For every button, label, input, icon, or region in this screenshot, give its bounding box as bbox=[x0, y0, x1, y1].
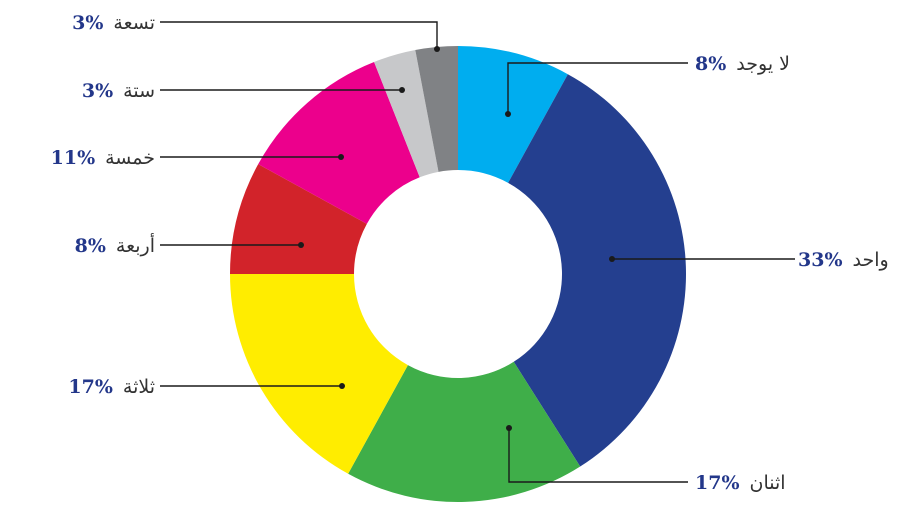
slice-label: 3% ستة bbox=[82, 80, 155, 102]
leader-dot bbox=[434, 46, 440, 52]
donut-slice bbox=[348, 361, 581, 503]
slice-category: خمسة bbox=[105, 147, 155, 169]
slice-category: واحد bbox=[853, 249, 889, 271]
slice-category: أربعة bbox=[116, 233, 155, 257]
slice-category: ثلاثة bbox=[123, 376, 155, 398]
slice-label: 17% اثنان bbox=[695, 472, 786, 494]
leader-dot bbox=[609, 256, 615, 262]
leader-dot bbox=[339, 383, 345, 389]
slice-category: تسعة bbox=[113, 12, 155, 34]
slice-label: 8% لا يوجد bbox=[695, 53, 790, 75]
slice-percent: 3% bbox=[82, 80, 113, 102]
donut-slice bbox=[415, 46, 458, 172]
donut-slice bbox=[374, 50, 439, 178]
leader-dot bbox=[506, 425, 512, 431]
leader-line bbox=[507, 62, 688, 114]
slice-percent: 11% bbox=[51, 147, 96, 169]
leader-dot bbox=[399, 87, 405, 93]
slice-percent: 33% bbox=[798, 249, 843, 271]
donut-slice bbox=[230, 164, 367, 274]
donut-slice bbox=[258, 62, 420, 224]
slice-category: ستة bbox=[123, 80, 155, 102]
leader-line bbox=[160, 21, 438, 49]
slice-percent: 8% bbox=[75, 235, 106, 257]
leader-line bbox=[508, 428, 688, 483]
slice-percent: 17% bbox=[68, 376, 113, 398]
slice-label: 17% ثلاثة bbox=[68, 376, 155, 398]
slice-label: 8% أربعة bbox=[75, 233, 155, 257]
slice-percent: 17% bbox=[695, 472, 740, 494]
donut-slice bbox=[230, 274, 408, 474]
leader-dot bbox=[505, 111, 511, 117]
donut-slice bbox=[458, 46, 568, 183]
slice-percent: 3% bbox=[72, 12, 103, 34]
leader-dot bbox=[338, 154, 344, 160]
slice-category: لا يوجد bbox=[736, 53, 790, 75]
slice-percent: 8% bbox=[695, 53, 726, 75]
slice-label: 3% تسعة bbox=[72, 12, 155, 34]
donut-slice bbox=[508, 74, 687, 467]
slice-label: 11% خمسة bbox=[51, 147, 155, 169]
slice-category: اثنان bbox=[750, 472, 786, 494]
slice-label: 33% واحد bbox=[798, 249, 889, 271]
leader-dot bbox=[298, 242, 304, 248]
